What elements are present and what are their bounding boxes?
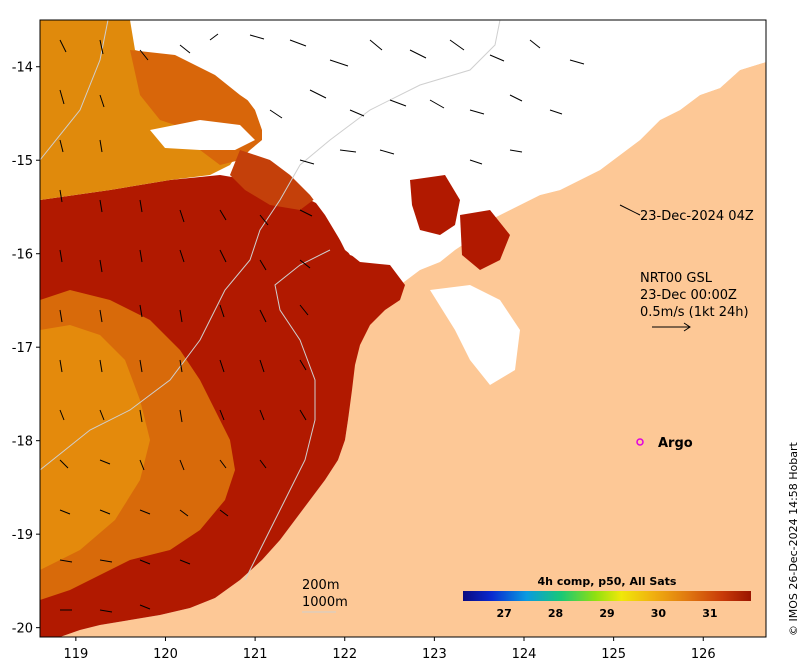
lat-tick-label: -18: [12, 435, 33, 450]
scale-arrow-icon: [652, 322, 691, 332]
colorbar-tick-label: 28: [548, 607, 563, 620]
contour-200m: [40, 20, 501, 471]
current-source-label: NRT00 GSL: [640, 271, 713, 286]
colorbar-ticks: 27 28 29 30 31: [496, 607, 717, 620]
colorbar-tick-label: 31: [702, 607, 717, 620]
current-scale-label: 0.5m/s (1kt 24h): [640, 305, 749, 320]
lat-tick-label: -19: [12, 528, 33, 543]
lon-tick-label: 123: [422, 647, 447, 662]
contour-shelf: [40, 20, 109, 161]
cloud-patch: [150, 120, 255, 150]
timestamp-label: 23-Dec-2024 04Z: [640, 209, 754, 224]
argo-float-marker: [636, 438, 644, 446]
colorbar-tick-label: 30: [651, 607, 667, 620]
contour-1000m: [244, 249, 331, 581]
sst-patch-ne2: [460, 210, 510, 270]
colorbar-tick-label: 27: [496, 607, 511, 620]
contour-1000m-label: 1000m: [302, 595, 348, 610]
plot-frame: [39, 19, 767, 638]
current-time-label: 23-Dec 00:00Z: [640, 288, 737, 303]
colorbar-title: 4h comp, p50, All Sats: [538, 575, 677, 588]
lon-tick-label: 121: [243, 647, 268, 662]
sst-patch-ne: [410, 175, 460, 235]
argo-label: Argo: [658, 436, 693, 451]
lon-tick-label: 122: [332, 647, 357, 662]
lon-axis: 119 120 121 122 123 124 125 126: [63, 637, 716, 662]
lat-tick-label: -15: [12, 154, 33, 169]
sst-orange-region: [40, 20, 255, 200]
lon-tick-label: 119: [63, 647, 88, 662]
lat-tick-label: -17: [12, 341, 33, 356]
imos-credit: © IMOS 26-Dec-2024 14:58 Hobart: [787, 441, 800, 636]
lon-tick-label: 126: [691, 647, 716, 662]
contour-200m-label: 200m: [302, 578, 339, 593]
lat-tick-label: -14: [12, 61, 33, 76]
lat-tick-label: -16: [12, 248, 33, 263]
lon-tick-label: 120: [153, 647, 178, 662]
lat-axis: -14 -15 -16 -17 -18 -19 -20: [12, 61, 40, 637]
timestamp-leader-line: [619, 204, 641, 216]
colorbar-tick-label: 29: [599, 607, 614, 620]
sst-west-patch-inner: [40, 325, 150, 570]
current-vectors: [59, 33, 585, 613]
lon-tick-label: 125: [601, 647, 626, 662]
sst-warm-band: [230, 150, 320, 210]
lat-tick-label: -20: [12, 622, 33, 637]
cloud-gulf: [430, 285, 520, 385]
lon-tick-label: 124: [512, 647, 537, 662]
cloud-area-north: [230, 20, 766, 270]
land-mass: [60, 62, 766, 637]
colorbar: [463, 591, 751, 601]
